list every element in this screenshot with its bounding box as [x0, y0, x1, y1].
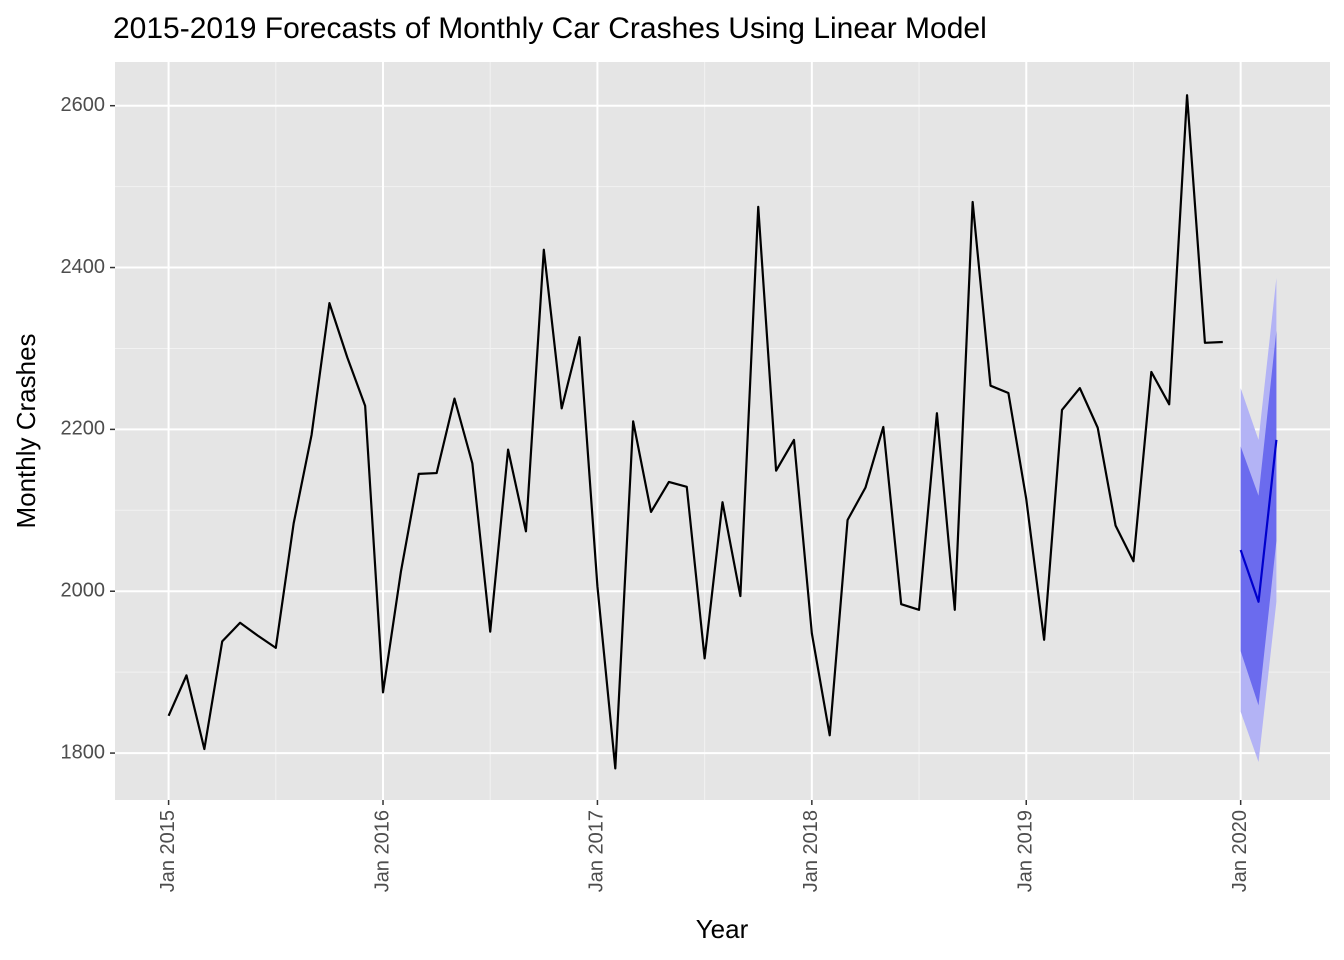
y-tick-label: 2600: [61, 94, 106, 116]
marks: [167, 94, 1278, 770]
y-tick-label: 2000: [61, 580, 106, 602]
x-tick-label: Jan 2018: [800, 810, 822, 892]
y-tick-label: 2200: [61, 418, 106, 440]
x-tick-label: Jan 2020: [1229, 810, 1251, 892]
y-tick-label: 1800: [61, 741, 106, 763]
line: [1239, 439, 1278, 603]
grid: [115, 62, 1330, 800]
panel: [115, 62, 1330, 800]
chart-title: 2015-2019 Forecasts of Monthly Car Crash…: [113, 12, 987, 45]
y-tick-label: 2400: [61, 256, 106, 278]
x-axis-label: Year: [696, 914, 749, 944]
x-tick-label: Jan 2019: [1015, 810, 1037, 892]
x-tick-label: Jan 2016: [371, 810, 393, 892]
x-tick-label: Jan 2017: [586, 810, 608, 892]
y-axis-label: Monthly Crashes: [11, 333, 41, 528]
forecast-band: [1240, 330, 1277, 706]
line: [167, 94, 1223, 770]
x-tick-label: Jan 2015: [157, 810, 179, 892]
